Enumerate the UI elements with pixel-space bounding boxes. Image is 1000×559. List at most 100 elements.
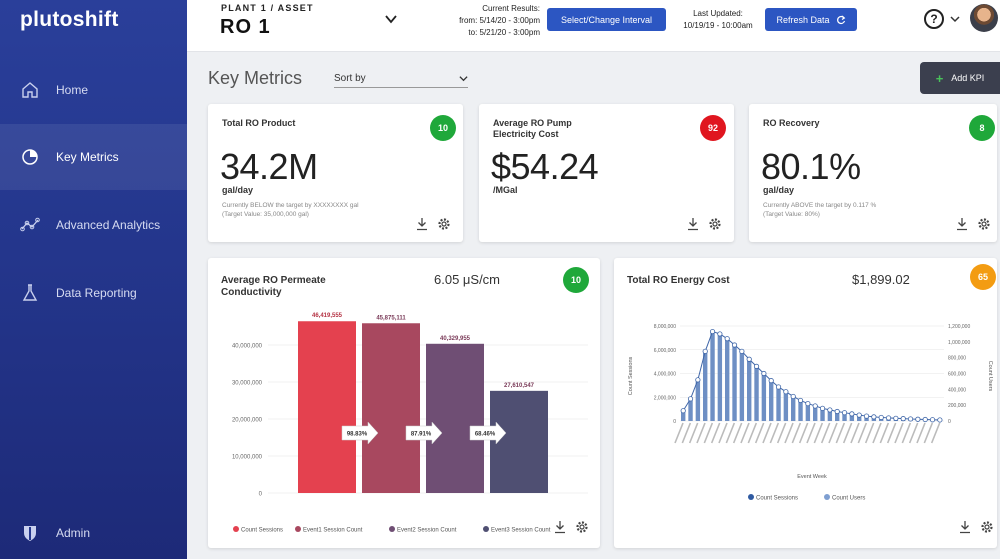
y2-tick-label: 400,000 <box>948 387 966 393</box>
x-tick-label <box>872 422 882 444</box>
y2-tick-label: 0 <box>948 419 951 425</box>
sidebar-item-admin[interactable]: Admin <box>0 500 187 559</box>
chart-headline: $1,899.02 <box>852 272 910 287</box>
line-point <box>702 348 708 354</box>
gear-icon[interactable] <box>708 217 722 231</box>
download-icon[interactable] <box>415 217 429 231</box>
line-point <box>761 370 767 377</box>
legend-label: Count Users <box>832 496 865 502</box>
x-tick-label <box>813 422 824 444</box>
select-interval-button[interactable]: Select/Change Interval <box>547 8 666 31</box>
y2-tick-label: 800,000 <box>948 356 966 362</box>
x-tick-label <box>674 422 684 444</box>
conversion-arrow: 68.46% <box>469 421 507 445</box>
kpi-unit: gal/day <box>763 185 795 195</box>
gear-icon[interactable] <box>980 520 994 534</box>
help-icon[interactable]: ? <box>924 9 944 29</box>
gear-icon[interactable] <box>437 217 451 231</box>
data-label: 40,329,955 <box>440 336 471 342</box>
download-icon[interactable] <box>955 217 969 231</box>
add-kpi-button[interactable]: + Add KPI <box>920 62 1000 94</box>
line-point <box>863 413 870 419</box>
line-point <box>871 414 877 420</box>
kpi-value: 34.2M <box>220 146 318 187</box>
line-point <box>827 407 833 413</box>
shield-icon <box>20 523 40 543</box>
sort-by-label: Sort by <box>334 73 366 84</box>
sort-by-dropdown[interactable]: Sort by <box>334 70 468 88</box>
score-badge: 92 <box>700 115 726 141</box>
sidebar: plutoshift Home Key Metrics Advanced Ana… <box>0 0 187 559</box>
score-badge: 65 <box>970 264 996 290</box>
current-results-heading: Current Results: <box>482 4 540 13</box>
x-tick-label <box>857 422 868 444</box>
home-icon <box>20 80 40 100</box>
app-logo[interactable]: plutoshift <box>20 8 119 31</box>
kpi-card-ro-recovery[interactable]: RO Recovery 8 80.1% gal/day Currently AB… <box>749 104 997 242</box>
kpi-card-total-ro-product[interactable]: Total RO Product 10 34.2M gal/day Curren… <box>208 104 463 242</box>
chart-title: Average RO Permeate Conductivity <box>221 275 326 298</box>
top-header: PLANT 1 / ASSET RO 1 Current Results: fr… <box>187 0 1000 52</box>
funnel-bar-chart: 0 10,000,000 20,000,000 30,000,000 40,000,00… <box>232 313 588 534</box>
chart-card-permeate-conductivity[interactable]: Average RO Permeate Conductivity 6.05 μS… <box>208 258 600 548</box>
current-results: Current Results: from: 5/14/20 - 3:00pm … <box>435 3 540 39</box>
conversion-label: 87.91% <box>411 432 432 438</box>
download-icon[interactable] <box>686 217 700 231</box>
y-tick-label: 2,000,000 <box>654 395 676 401</box>
x-tick-label <box>681 422 692 444</box>
gear-icon[interactable] <box>575 520 589 534</box>
legend-marker <box>389 526 395 532</box>
sidebar-item-label: Data Reporting <box>56 286 137 300</box>
download-icon[interactable] <box>958 520 972 534</box>
refresh-label: Refresh Data <box>776 14 830 25</box>
kpi-unit: gal/day <box>222 185 254 195</box>
conversion-label: 98.83% <box>347 432 368 438</box>
sidebar-item-key-metrics[interactable]: Key Metrics <box>0 124 187 190</box>
bar <box>813 405 818 421</box>
x-tick-label <box>740 422 750 444</box>
sidebar-item-label: Admin <box>56 526 91 540</box>
x-tick-label <box>901 422 912 444</box>
x-tick-label <box>725 422 736 444</box>
y-axis-label: Count Sessions <box>628 356 634 395</box>
x-tick-label <box>769 422 780 444</box>
refresh-data-button[interactable]: Refresh Data <box>765 8 857 31</box>
sidebar-item-home[interactable]: Home <box>0 57 187 123</box>
avatar[interactable] <box>970 4 998 32</box>
y2-tick-label: 600,000 <box>948 372 966 378</box>
x-tick-label <box>820 422 831 444</box>
chevron-down-icon[interactable] <box>384 12 398 26</box>
score-badge: 10 <box>563 267 589 293</box>
y-tick-label: 8,000,000 <box>654 324 676 330</box>
line-point <box>885 415 892 421</box>
x-tick-label <box>879 422 890 444</box>
chevron-down-icon <box>459 76 468 82</box>
line-point <box>797 397 804 404</box>
kpi-card-pump-electricity-cost[interactable]: Average RO Pump Electricity Cost 92 $54.… <box>479 104 734 242</box>
x-tick-label <box>784 422 794 444</box>
bar <box>754 366 759 421</box>
chart-card-energy-cost[interactable]: Total RO Energy Cost $1,899.02 65 0 2,000… <box>614 258 997 548</box>
sidebar-item-advanced-analytics[interactable]: Advanced Analytics <box>0 192 187 258</box>
x-tick-label <box>747 422 758 444</box>
bar <box>835 411 840 421</box>
bar <box>362 323 420 493</box>
x-tick-label <box>718 422 728 444</box>
bar <box>769 380 774 421</box>
line-point <box>849 411 855 417</box>
download-icon[interactable] <box>553 520 567 534</box>
line-point <box>856 412 862 418</box>
line-point <box>687 396 694 402</box>
line-point <box>768 378 774 384</box>
analytics-icon <box>20 215 40 235</box>
kpi-note: Currently ABOVE the target by 0.117 % (T… <box>763 201 963 219</box>
x-tick-label <box>886 422 897 444</box>
x-tick-label <box>688 422 699 444</box>
line-point <box>724 336 730 342</box>
y2-tick-label: 1,200,000 <box>948 324 970 330</box>
sidebar-item-data-reporting[interactable]: Data Reporting <box>0 260 187 326</box>
bar <box>747 359 752 421</box>
x-tick-label <box>806 422 816 444</box>
gear-icon[interactable] <box>977 217 991 231</box>
chevron-down-icon[interactable] <box>950 14 960 24</box>
